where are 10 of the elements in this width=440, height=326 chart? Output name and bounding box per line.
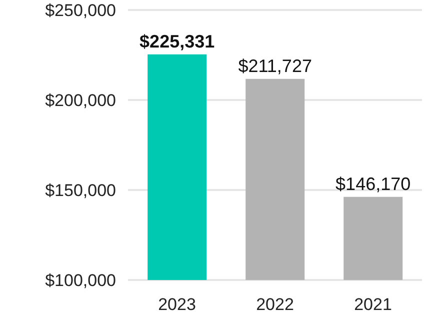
y-tick-label: $250,000 — [45, 1, 116, 20]
data-label: $146,170 — [336, 174, 411, 194]
x-tick-label: 2023 — [158, 295, 196, 314]
y-tick-label: $200,000 — [45, 91, 116, 110]
y-tick-label: $150,000 — [45, 181, 116, 200]
y-tick-label: $100,000 — [45, 271, 116, 290]
x-tick-label: 2021 — [354, 295, 392, 314]
data-label: $225,331 — [140, 31, 215, 52]
data-label: $211,727 — [238, 56, 312, 76]
x-tick-label: 2022 — [256, 295, 294, 314]
